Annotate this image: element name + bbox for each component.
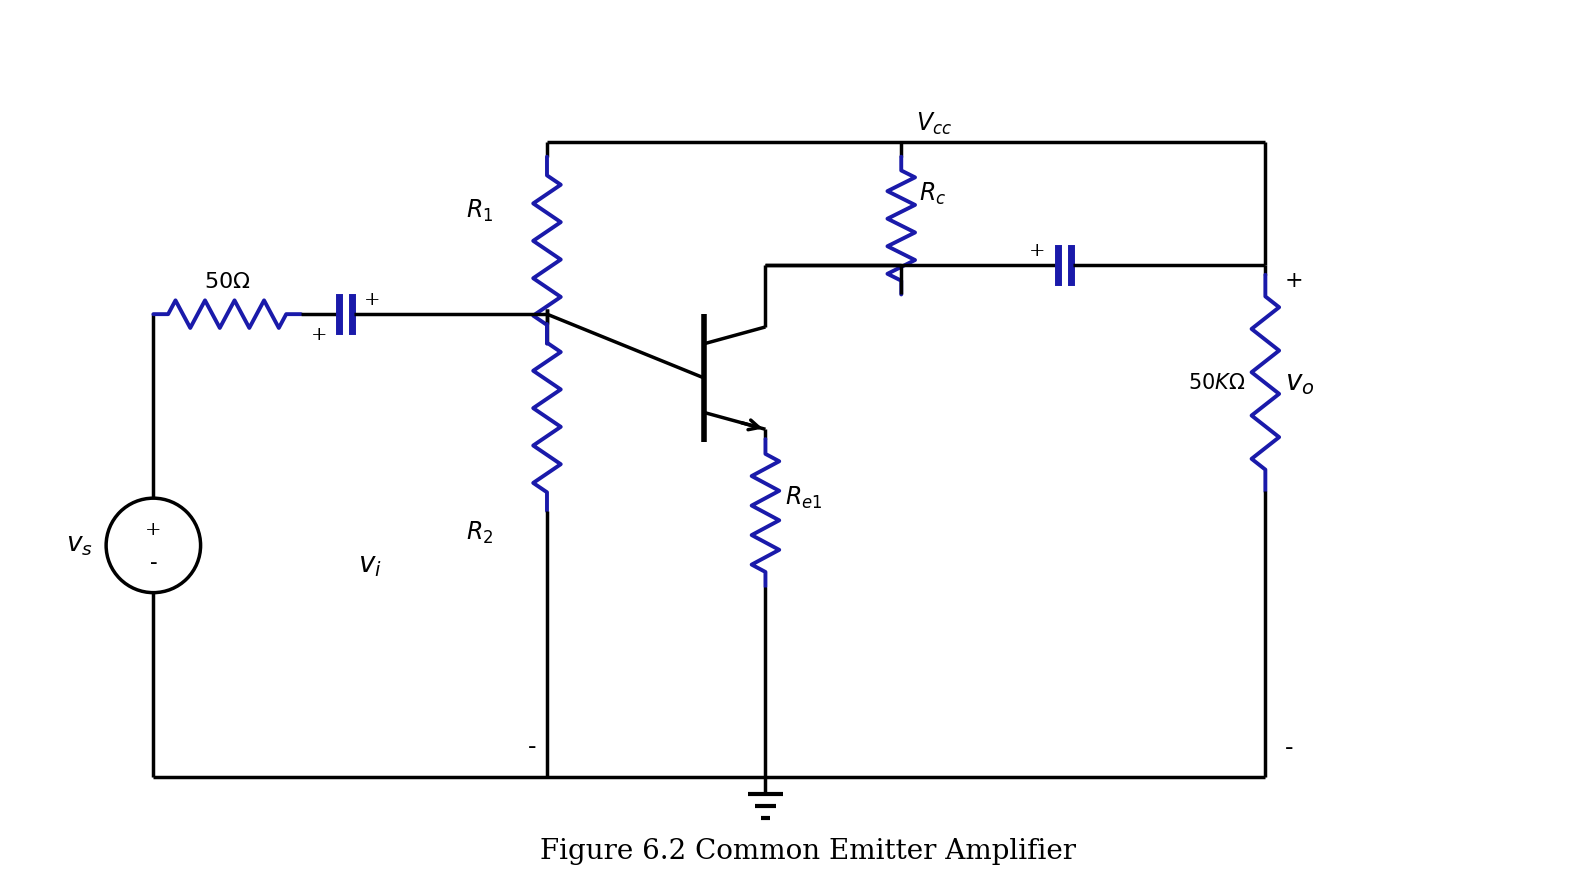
Text: $50K\Omega$: $50K\Omega$ xyxy=(1188,373,1245,393)
Text: $V_{cc}$: $V_{cc}$ xyxy=(917,111,952,137)
Text: +: + xyxy=(144,520,162,539)
Text: $v_i$: $v_i$ xyxy=(358,552,382,578)
Text: -: - xyxy=(149,552,157,574)
Text: $R_c$: $R_c$ xyxy=(918,181,947,207)
Text: $v_o$: $v_o$ xyxy=(1285,369,1315,397)
Text: Figure 6.2 Common Emitter Amplifier: Figure 6.2 Common Emitter Amplifier xyxy=(539,839,1075,865)
Text: -: - xyxy=(528,736,536,759)
Text: +: + xyxy=(1029,242,1045,260)
Text: $50\Omega$: $50\Omega$ xyxy=(205,271,251,292)
Text: $v_s$: $v_s$ xyxy=(67,533,94,558)
Text: -: - xyxy=(1285,738,1294,760)
Text: $R_1$: $R_1$ xyxy=(466,198,493,224)
Text: $R_{e1}$: $R_{e1}$ xyxy=(785,485,823,511)
Text: +: + xyxy=(311,326,327,344)
Text: +: + xyxy=(1285,270,1304,291)
Text: +: + xyxy=(363,291,381,309)
Text: $R_2$: $R_2$ xyxy=(466,520,493,546)
